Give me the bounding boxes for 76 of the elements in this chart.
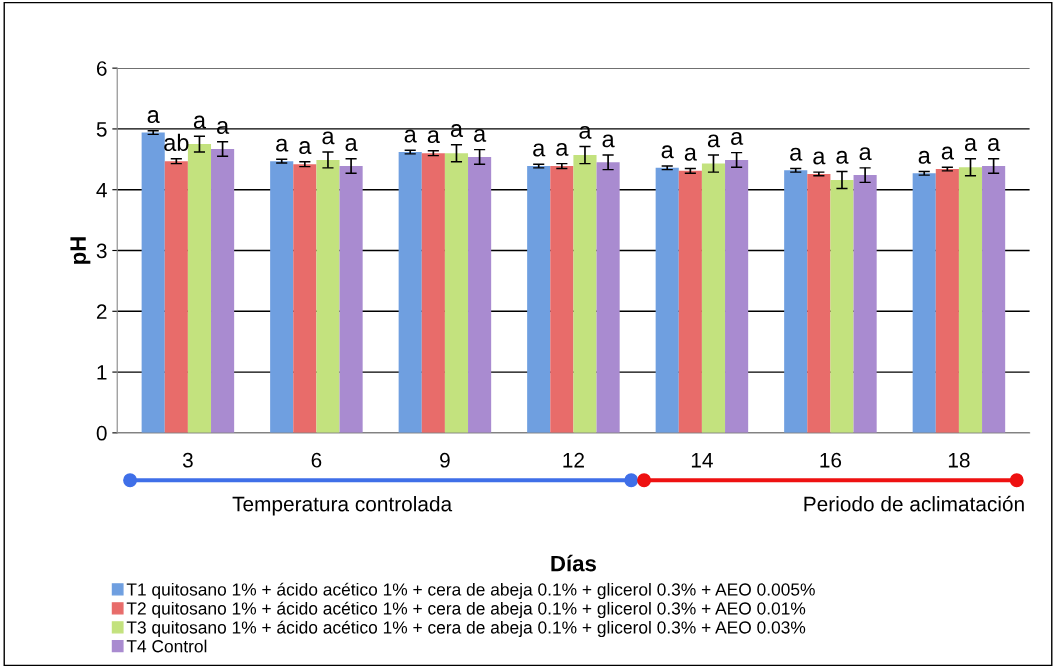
y-axis-title: pH — [70, 237, 91, 264]
text: Temperatura controlada — [232, 496, 453, 516]
bar — [853, 175, 877, 433]
bar — [958, 167, 983, 433]
data-label: a — [474, 128, 487, 142]
bar — [468, 156, 492, 433]
bar — [187, 144, 212, 433]
data-label: a — [276, 138, 289, 152]
data-label: a — [579, 125, 592, 139]
data-label: a — [707, 134, 721, 148]
bar — [270, 161, 294, 433]
bar — [935, 169, 959, 433]
bar — [655, 167, 679, 433]
data-label: a — [602, 134, 615, 148]
y-tick-label: 4 — [96, 182, 107, 198]
legend-label: T1 quitosano 1% + ácido acético 1% + cera de abeja 0.1% + glicerol 0.3% + AEO 0.005% — [126, 582, 815, 600]
data-label: a — [918, 150, 931, 164]
bar — [398, 152, 422, 433]
bar — [550, 166, 574, 433]
data-label: a — [988, 138, 1001, 151]
bar — [293, 164, 317, 433]
y-tick-label: 2 — [96, 304, 107, 319]
x-tick-label: 12 — [563, 452, 584, 468]
bar — [211, 148, 235, 433]
data-label: ab — [164, 133, 189, 151]
bar — [784, 170, 808, 433]
data-label: a — [731, 131, 744, 145]
bar — [678, 170, 702, 433]
bar — [527, 166, 551, 433]
bar — [339, 166, 363, 433]
data-label: a — [859, 147, 872, 161]
y-tick-label: 6 — [96, 61, 107, 76]
x-tick-label: 14 — [691, 453, 713, 468]
data-label: a — [404, 129, 417, 143]
bar — [830, 179, 854, 433]
data-label: a — [345, 138, 358, 151]
x-tick-label: 3 — [182, 452, 193, 468]
bar — [982, 166, 1006, 433]
x-tick-label: 6 — [311, 452, 322, 468]
x-axis-title: Días — [551, 554, 596, 572]
bar — [421, 153, 445, 433]
bar — [596, 162, 620, 433]
legend-label: T4 Control — [126, 639, 207, 653]
data-label: a — [813, 151, 826, 165]
bar — [444, 153, 469, 433]
y-tick-label: 3 — [96, 243, 107, 259]
data-label: a — [427, 130, 440, 144]
legend-label: T3 quitosano 1% + ácido acético 1% + cera de abeja 0.1% + glicerol 0.3% + AEO 0.03% — [126, 620, 806, 638]
bar — [316, 159, 340, 433]
data-label: a — [790, 147, 803, 161]
data-label: a — [193, 115, 207, 129]
bar — [725, 159, 749, 433]
y-tick-label: 1 — [97, 365, 107, 380]
bar — [701, 163, 726, 433]
text: Periodo de aclimatación — [804, 495, 1024, 512]
bar — [807, 173, 831, 433]
x-tick-label: 18 — [948, 452, 970, 468]
data-label: a — [322, 131, 335, 145]
data-label: a — [941, 146, 954, 160]
x-tick-label: 16 — [820, 452, 842, 468]
y-tick-label: 0 — [96, 425, 107, 441]
x-tick-label: 9 — [440, 452, 450, 468]
data-label: a — [533, 143, 546, 157]
data-label: a — [299, 141, 312, 155]
y-tick-label: 5 — [96, 122, 107, 137]
data-label: a — [661, 145, 674, 159]
bar — [141, 132, 165, 433]
data-label: a — [684, 147, 697, 161]
bar — [912, 173, 936, 433]
bar — [164, 161, 188, 433]
data-label: a — [556, 142, 569, 156]
data-label: a — [964, 138, 978, 151]
data-label: a — [836, 150, 849, 164]
bar — [573, 155, 597, 433]
legend-label: T2 quitosano 1% + ácido acético 1% + cera de abeja 0.1% + glicerol 0.3% + AEO 0.01% — [126, 601, 806, 619]
data-label: a — [147, 110, 160, 124]
